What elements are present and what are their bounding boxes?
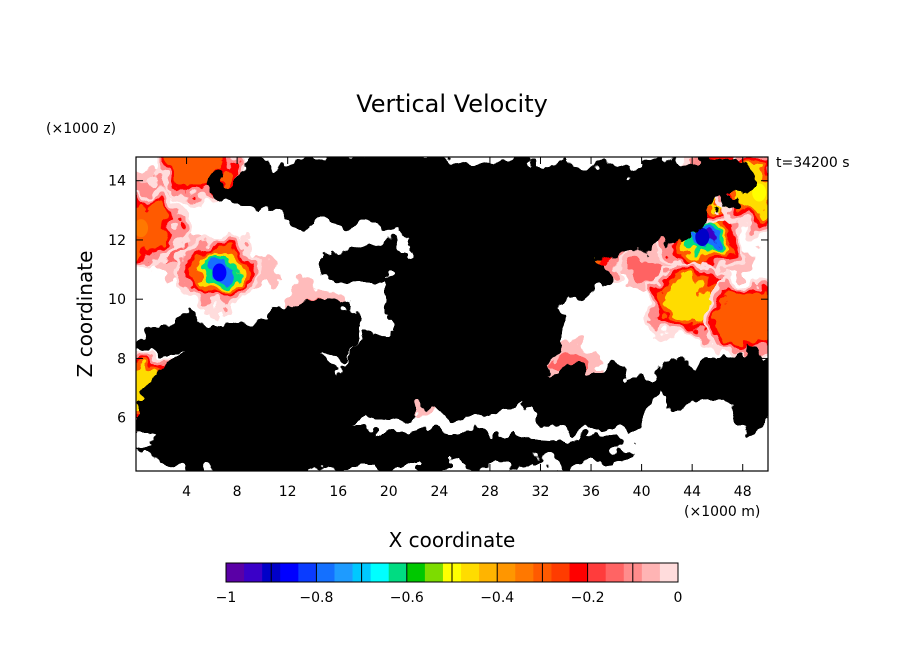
masked-region [641, 361, 743, 403]
y-tick-label: 12 [108, 233, 126, 249]
colorbar-tick-label: −0.2 [571, 590, 605, 606]
colorbar-swatch [497, 563, 516, 582]
colorbar-tick-label: −0.4 [480, 590, 514, 606]
time-label: t=34200 s [776, 155, 850, 171]
x-axis-label: X coordinate [389, 528, 516, 552]
x-unit-label: (×1000 m) [684, 504, 760, 520]
colorbar-swatch [316, 563, 335, 582]
x-tick-label: 24 [430, 484, 448, 500]
colorbar-swatch [479, 563, 498, 582]
y-tick-label: 14 [108, 174, 126, 190]
masked-region [628, 157, 756, 205]
colorbar-tick-label: 0 [674, 590, 683, 606]
masked-region [136, 432, 642, 469]
plot-frame [135, 156, 769, 472]
colorbar-swatch [244, 563, 263, 582]
x-axis: 4 8 12 16 20 24 28 32 36 40 44 48 [182, 157, 752, 500]
colorbar-tick-label: −0.8 [299, 590, 333, 606]
x-tick-label: 32 [532, 484, 550, 500]
y-tick-label: 10 [108, 292, 126, 308]
x-tick-label: 44 [683, 484, 701, 500]
downdraft-center [212, 263, 227, 282]
downdraft-center [189, 157, 204, 175]
colorbar: −1 −0.8 −0.6 −0.4 −0.2 0 [216, 562, 683, 606]
colorbar-swatch [406, 563, 426, 582]
x-tick-label: 16 [329, 484, 347, 500]
colorbar-swatch [388, 563, 408, 582]
masked-region [136, 319, 288, 356]
colorbar-swatch [641, 563, 661, 582]
masked-region [338, 334, 440, 418]
colorbar-swatch [298, 563, 317, 582]
x-tick-label: 40 [633, 484, 651, 500]
y-axis-label: Z coordinate [73, 251, 97, 378]
colorbar-swatch [587, 563, 607, 582]
masked-region [211, 157, 516, 226]
colorbar-frame [225, 562, 679, 583]
x-tick-label: 4 [182, 484, 191, 500]
y-tick-label: 6 [117, 411, 126, 427]
masked-region [717, 349, 768, 427]
colorbar-swatch [461, 563, 480, 582]
x-tick-label: 12 [279, 484, 297, 500]
masked-region [262, 299, 364, 359]
colorbar-swatch [515, 563, 534, 582]
downdraft-center [739, 310, 754, 329]
colorbar-tick-label: −0.6 [390, 590, 424, 606]
colorbar-swatch [605, 563, 625, 582]
x-tick-label: 36 [582, 484, 600, 500]
plot-field [136, 157, 768, 471]
colorbar-swatch [569, 563, 588, 582]
y-tick-label: 8 [117, 351, 126, 367]
downdraft-center [682, 290, 697, 309]
x-tick-label: 20 [380, 484, 398, 500]
x-tick-label: 8 [233, 484, 242, 500]
downdraft-contour [136, 202, 170, 254]
y-axis: 6 8 10 12 14 [108, 174, 768, 427]
x-tick-label: 48 [734, 484, 752, 500]
masked-region [527, 367, 655, 433]
masked-region [502, 234, 604, 306]
colorbar-tick-label: −1 [216, 590, 237, 606]
colorbar-swatch [659, 563, 679, 582]
downdraft-center [695, 227, 710, 246]
chart-title: Vertical Velocity [356, 90, 548, 118]
masked-region [603, 198, 680, 252]
colorbar-swatch [551, 563, 570, 582]
colorbar-swatch [370, 563, 390, 582]
downdraft-center [136, 219, 149, 238]
masked-region [312, 245, 516, 282]
y-unit-label: (×1000 z) [46, 121, 116, 137]
colorbar-swatch [334, 563, 353, 582]
downdraft-center [752, 183, 767, 202]
colorbar-swatch [226, 563, 245, 582]
x-tick-label: 28 [481, 484, 499, 500]
colorbar-swatch [424, 563, 444, 582]
colorbar-swatch [280, 563, 299, 582]
